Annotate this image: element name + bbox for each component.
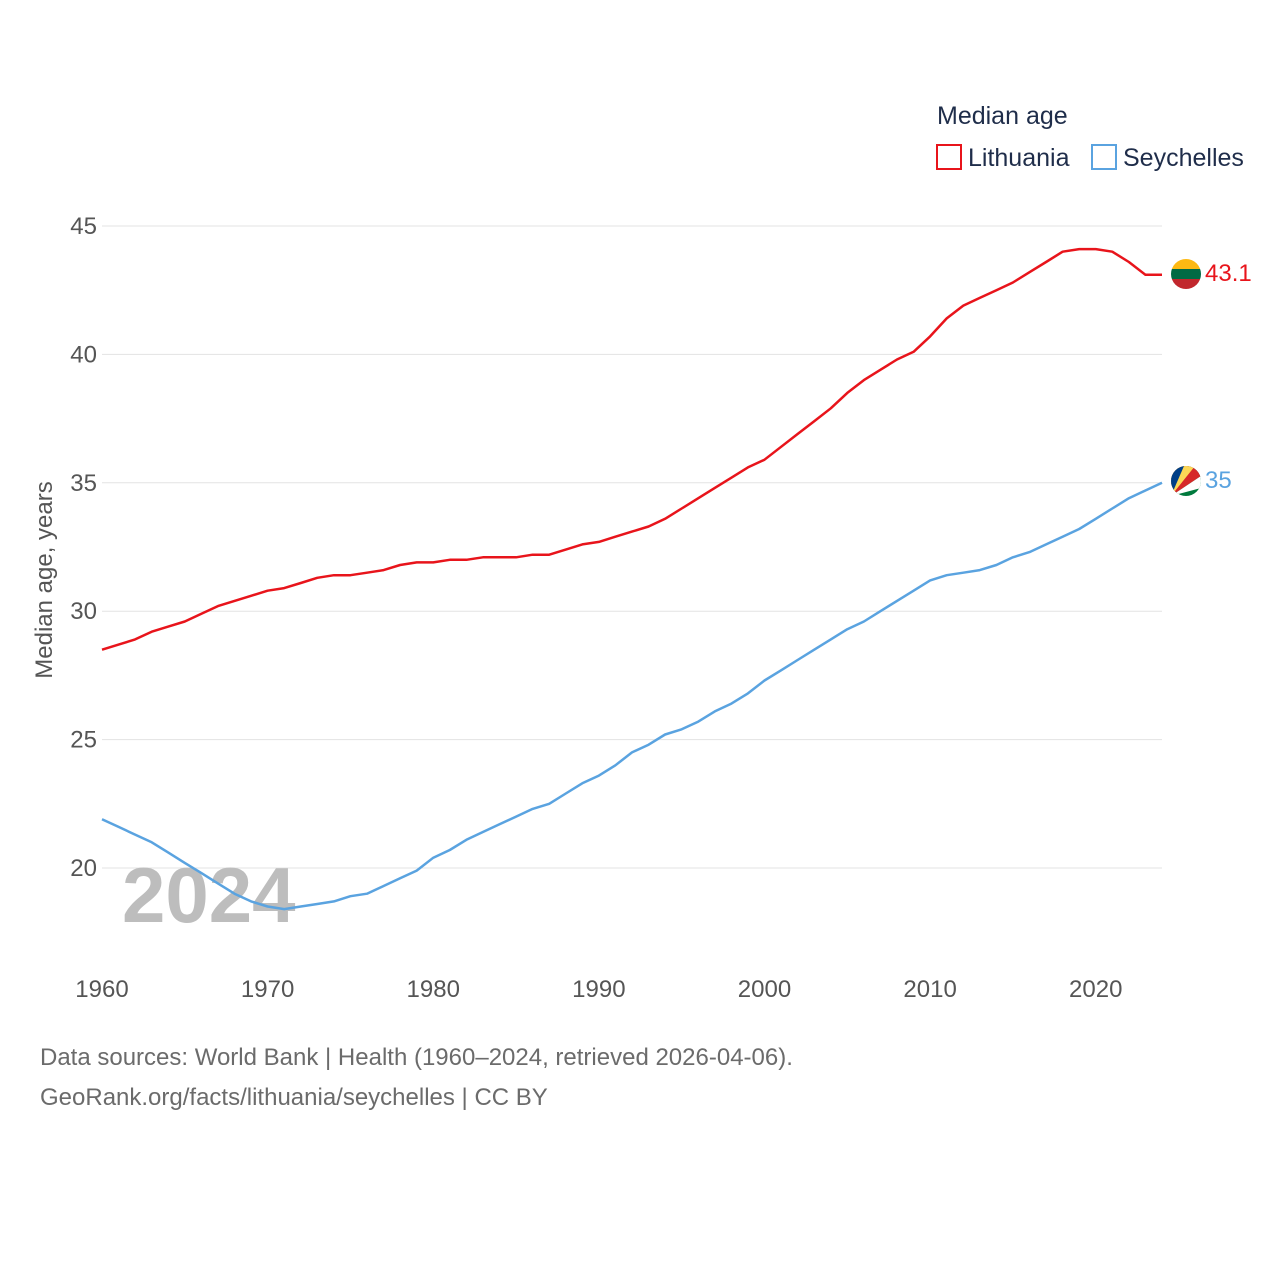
year-watermark: 2024: [122, 851, 296, 939]
x-tick-label-1990: 1990: [572, 976, 625, 1003]
series-line-lithuania[interactable]: [101, 247, 1162, 651]
x-tick-labels: 1960 1970 1980 1990 2000 2010 2020: [75, 976, 1122, 1003]
y-tick-labels: 20 25 30 35 40 45: [70, 213, 97, 882]
x-tick-label-2020: 2020: [1069, 976, 1122, 1003]
legend-swatch-lithuania: [936, 144, 962, 170]
legend-title: Median age: [937, 102, 1068, 130]
lithuania-end-value: 43.1: [1205, 260, 1252, 287]
x-tick-label-1960: 1960: [75, 976, 128, 1003]
legend-label-seychelles: Seychelles: [1123, 144, 1244, 172]
x-tick-label-2000: 2000: [738, 976, 791, 1003]
y-tick-label-20: 20: [70, 855, 97, 882]
x-tick-label-1980: 1980: [407, 976, 460, 1003]
legend: Median age Lithuania Seychelles: [936, 102, 1244, 172]
seychelles-flag-icon: [1171, 466, 1201, 496]
legend-swatch-seychelles: [1091, 144, 1117, 170]
y-tick-label-35: 35: [70, 470, 97, 497]
x-tick-label-2010: 2010: [903, 976, 956, 1003]
legend-item-seychelles[interactable]: Seychelles: [1091, 144, 1244, 172]
series-lines: [101, 247, 1163, 911]
seychelles-end-value: 35: [1205, 467, 1232, 494]
lithuania-flag-icon: [1171, 259, 1201, 289]
y-tick-label-45: 45: [70, 213, 97, 240]
x-tick-label-1970: 1970: [241, 976, 294, 1003]
y-axis-label: Median age, years: [31, 481, 58, 678]
grid-lines: [102, 225, 1162, 869]
footer-attribution[interactable]: GeoRank.org/facts/lithuania/seychelles |…: [40, 1084, 548, 1111]
footer-data-sources: Data sources: World Bank | Health (1960–…: [40, 1044, 793, 1071]
y-tick-label-40: 40: [70, 341, 97, 368]
legend-label-lithuania: Lithuania: [968, 144, 1070, 172]
y-tick-label-25: 25: [70, 727, 97, 754]
legend-item-lithuania[interactable]: Lithuania: [936, 144, 1070, 172]
y-tick-label-30: 30: [70, 598, 97, 625]
series-line-seychelles[interactable]: [101, 481, 1163, 911]
